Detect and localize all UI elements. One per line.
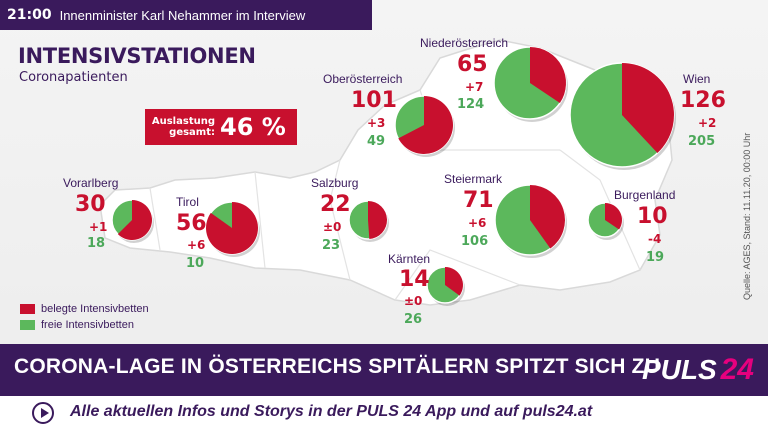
free-oberoesterreich: 49 xyxy=(367,134,386,149)
pie-burgenland xyxy=(587,202,624,240)
info-text: Alle aktuellen Infos und Storys in der P… xyxy=(70,403,593,420)
change-tirol: +6 xyxy=(187,238,206,252)
pie-slice-occupied-salzburg xyxy=(368,201,388,239)
pie-niederoesterreich xyxy=(493,46,568,122)
change-niederoesterreich: +7 xyxy=(465,80,484,94)
program-title: Innenminister Karl Nehammer im Interview xyxy=(59,7,306,23)
region-name-steiermark: Steiermark xyxy=(444,172,503,186)
region-name-oberoesterreich: Oberösterreich xyxy=(323,72,403,86)
ticker-headline: CORONA-LAGE IN ÖSTERREICHS SPITÄLERN SPI… xyxy=(14,355,661,378)
region-name-niederoesterreich: Niederösterreich xyxy=(420,36,509,50)
occupied-kaernten: 14 xyxy=(399,267,430,292)
pie-slice-occupied-tirol xyxy=(205,202,258,254)
free-steiermark: 106 xyxy=(461,234,489,249)
occupied-niederoesterreich: 65 xyxy=(457,52,488,77)
utilization-badge: Auslastung gesamt: 46 % xyxy=(145,109,297,145)
occupied-tirol: 56 xyxy=(176,211,207,236)
pie-slice-occupied-steiermark xyxy=(530,185,566,249)
legend-label-free: freie Intensivbetten xyxy=(41,319,134,331)
news-ticker: CORONA-LAGE IN ÖSTERREICHS SPITÄLERN SPI… xyxy=(0,344,768,396)
legend-label-occupied: belegte Intensivbetten xyxy=(41,303,149,315)
pie-wien xyxy=(569,62,676,170)
pie-slice-occupied-vorarlberg xyxy=(117,200,153,240)
pie-slice-occupied-kaernten xyxy=(445,267,464,296)
program-bar: 21:00 Innenminister Karl Nehammer im Int… xyxy=(0,0,372,30)
free-burgenland: 19 xyxy=(646,250,665,265)
source-note: Quelle: AGES, Stand: 11.11.20, 00:00 Uhr xyxy=(742,132,752,300)
free-niederoesterreich: 124 xyxy=(457,97,485,112)
pie-salzburg xyxy=(348,200,389,242)
free-salzburg: 23 xyxy=(322,238,341,253)
graphic-title: INTENSIVSTATIONEN xyxy=(18,44,256,68)
change-steiermark: +6 xyxy=(468,216,487,230)
change-oberoesterreich: +3 xyxy=(367,116,386,130)
pie-tirol xyxy=(205,201,260,257)
free-wien: 205 xyxy=(688,134,716,149)
occupied-vorarlberg: 30 xyxy=(75,192,106,217)
pie-vorarlberg xyxy=(111,199,154,243)
play-icon[interactable] xyxy=(32,402,54,424)
pie-oberoesterreich xyxy=(394,95,455,157)
pie-slice-occupied-niederoesterreich xyxy=(530,47,566,104)
region-name-wien: Wien xyxy=(683,72,711,86)
pie-slice-occupied-oberoesterreich xyxy=(398,96,453,154)
legend-free: freie Intensivbetten xyxy=(20,319,134,331)
region-name-tirol: Tirol xyxy=(176,195,199,209)
utilization-label: Auslastung gesamt: xyxy=(151,116,215,138)
logo-text: PULS xyxy=(641,354,717,385)
pie-kaernten xyxy=(426,266,465,306)
pie-slice-occupied-burgenland xyxy=(605,203,623,230)
region-name-kaernten: Kärnten xyxy=(388,252,431,266)
legend-swatch-occupied xyxy=(20,304,35,314)
info-bar: Alle aktuellen Infos und Storys in der P… xyxy=(0,396,768,432)
occupied-oberoesterreich: 101 xyxy=(351,88,397,113)
region-name-vorarlberg: Vorarlberg xyxy=(63,176,119,190)
change-wien: +2 xyxy=(698,116,717,130)
legend-swatch-free xyxy=(20,320,35,330)
occupied-wien: 126 xyxy=(680,88,726,113)
occupied-burgenland: 10 xyxy=(637,204,668,229)
change-vorarlberg: +1 xyxy=(89,220,108,234)
region-name-burgenland: Burgenland xyxy=(614,188,676,202)
pie-steiermark xyxy=(494,184,567,258)
graphic-subtitle: Coronapatienten xyxy=(19,70,128,85)
free-kaernten: 26 xyxy=(404,312,423,327)
channel-logo: PULS 24 xyxy=(642,350,754,390)
free-tirol: 10 xyxy=(186,256,205,271)
change-salzburg: ±0 xyxy=(323,220,342,234)
change-kaernten: ±0 xyxy=(404,294,423,308)
logo-number: 24 xyxy=(720,353,754,386)
occupied-steiermark: 71 xyxy=(463,188,494,213)
change-burgenland: -4 xyxy=(648,232,662,246)
austria-map xyxy=(99,39,676,306)
legend-occupied: belegte Intensivbetten xyxy=(20,303,149,315)
program-time: 21:00 xyxy=(7,7,52,23)
pie-slice-occupied-wien xyxy=(622,63,675,154)
utilization-value: 46 % xyxy=(220,113,286,141)
region-name-salzburg: Salzburg xyxy=(311,176,359,190)
free-vorarlberg: 18 xyxy=(87,236,106,251)
occupied-salzburg: 22 xyxy=(320,192,351,217)
